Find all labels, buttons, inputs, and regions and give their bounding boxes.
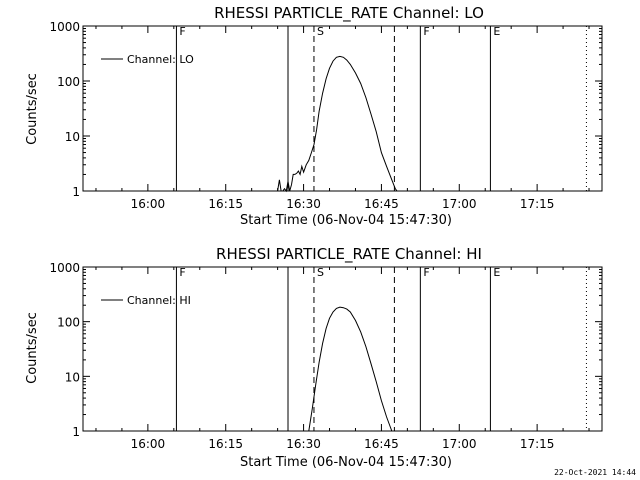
event-marker-label: S bbox=[317, 25, 324, 38]
chart-title: RHESSI PARTICLE_RATE Channel: HI bbox=[216, 245, 482, 264]
x-tick-label: 16:15 bbox=[208, 197, 243, 211]
x-axis-label: Start Time (06-Nov-04 15:47:30) bbox=[240, 455, 452, 470]
x-axis-label: Start Time (06-Nov-04 15:47:30) bbox=[240, 213, 452, 228]
series-line bbox=[308, 306, 393, 432]
y-tick-label: 10 bbox=[65, 370, 80, 384]
y-tick-label: 100 bbox=[57, 316, 80, 330]
panel-lo: RHESSI PARTICLE_RATE Channel: LO Start T… bbox=[25, 4, 603, 228]
y-tick-label: 1 bbox=[72, 185, 80, 199]
legend-label: Channel: LO bbox=[127, 53, 194, 66]
x-tick-label: 16:00 bbox=[131, 437, 166, 451]
panel-hi: RHESSI PARTICLE_RATE Channel: HI Start T… bbox=[25, 245, 603, 470]
event-marker-label: F bbox=[423, 25, 429, 38]
event-marker-label: S bbox=[317, 266, 324, 279]
event-marker-label: F bbox=[423, 266, 429, 279]
x-tick-label: 16:30 bbox=[286, 197, 321, 211]
x-tick-label: 16:15 bbox=[208, 437, 243, 451]
x-tick-label: 17:00 bbox=[442, 437, 477, 451]
timestamp: 22-Oct-2021 14:44 bbox=[554, 468, 636, 477]
x-tick-label: 16:45 bbox=[364, 197, 399, 211]
series-line bbox=[277, 55, 398, 193]
event-marker-label: E bbox=[493, 266, 500, 279]
y-tick-label: 1000 bbox=[49, 20, 80, 34]
y-axis-label: Counts/sec bbox=[25, 73, 40, 145]
plot-frame bbox=[82, 266, 603, 432]
x-tick-label: 16:30 bbox=[286, 437, 321, 451]
x-tick-label: 17:00 bbox=[442, 197, 477, 211]
x-tick-label: 17:15 bbox=[520, 197, 555, 211]
y-axis-label: Counts/sec bbox=[25, 312, 40, 384]
plot-frame bbox=[82, 25, 603, 192]
y-tick-label: 1000 bbox=[49, 261, 80, 275]
plot-area: 16:00 16:15 16:30 16:45 17:00 17:15 1 10 100 1000… bbox=[49, 20, 603, 211]
y-tick-label: 10 bbox=[65, 130, 80, 144]
x-tick-label: 17:15 bbox=[520, 437, 555, 451]
legend-label: Channel: HI bbox=[127, 294, 191, 307]
y-tick-label: 100 bbox=[57, 75, 80, 89]
event-marker-label: E bbox=[493, 25, 500, 38]
event-marker-label: F bbox=[179, 25, 185, 38]
event-marker-label: F bbox=[179, 266, 185, 279]
x-tick-label: 16:45 bbox=[364, 437, 399, 451]
plot-area: 16:00 16:15 16:30 16:45 17:00 17:15 1 10 100 1000… bbox=[49, 261, 603, 451]
y-tick-label: 1 bbox=[72, 425, 80, 439]
chart-title: RHESSI PARTICLE_RATE Channel: LO bbox=[214, 4, 484, 23]
x-tick-label: 16:00 bbox=[131, 197, 166, 211]
